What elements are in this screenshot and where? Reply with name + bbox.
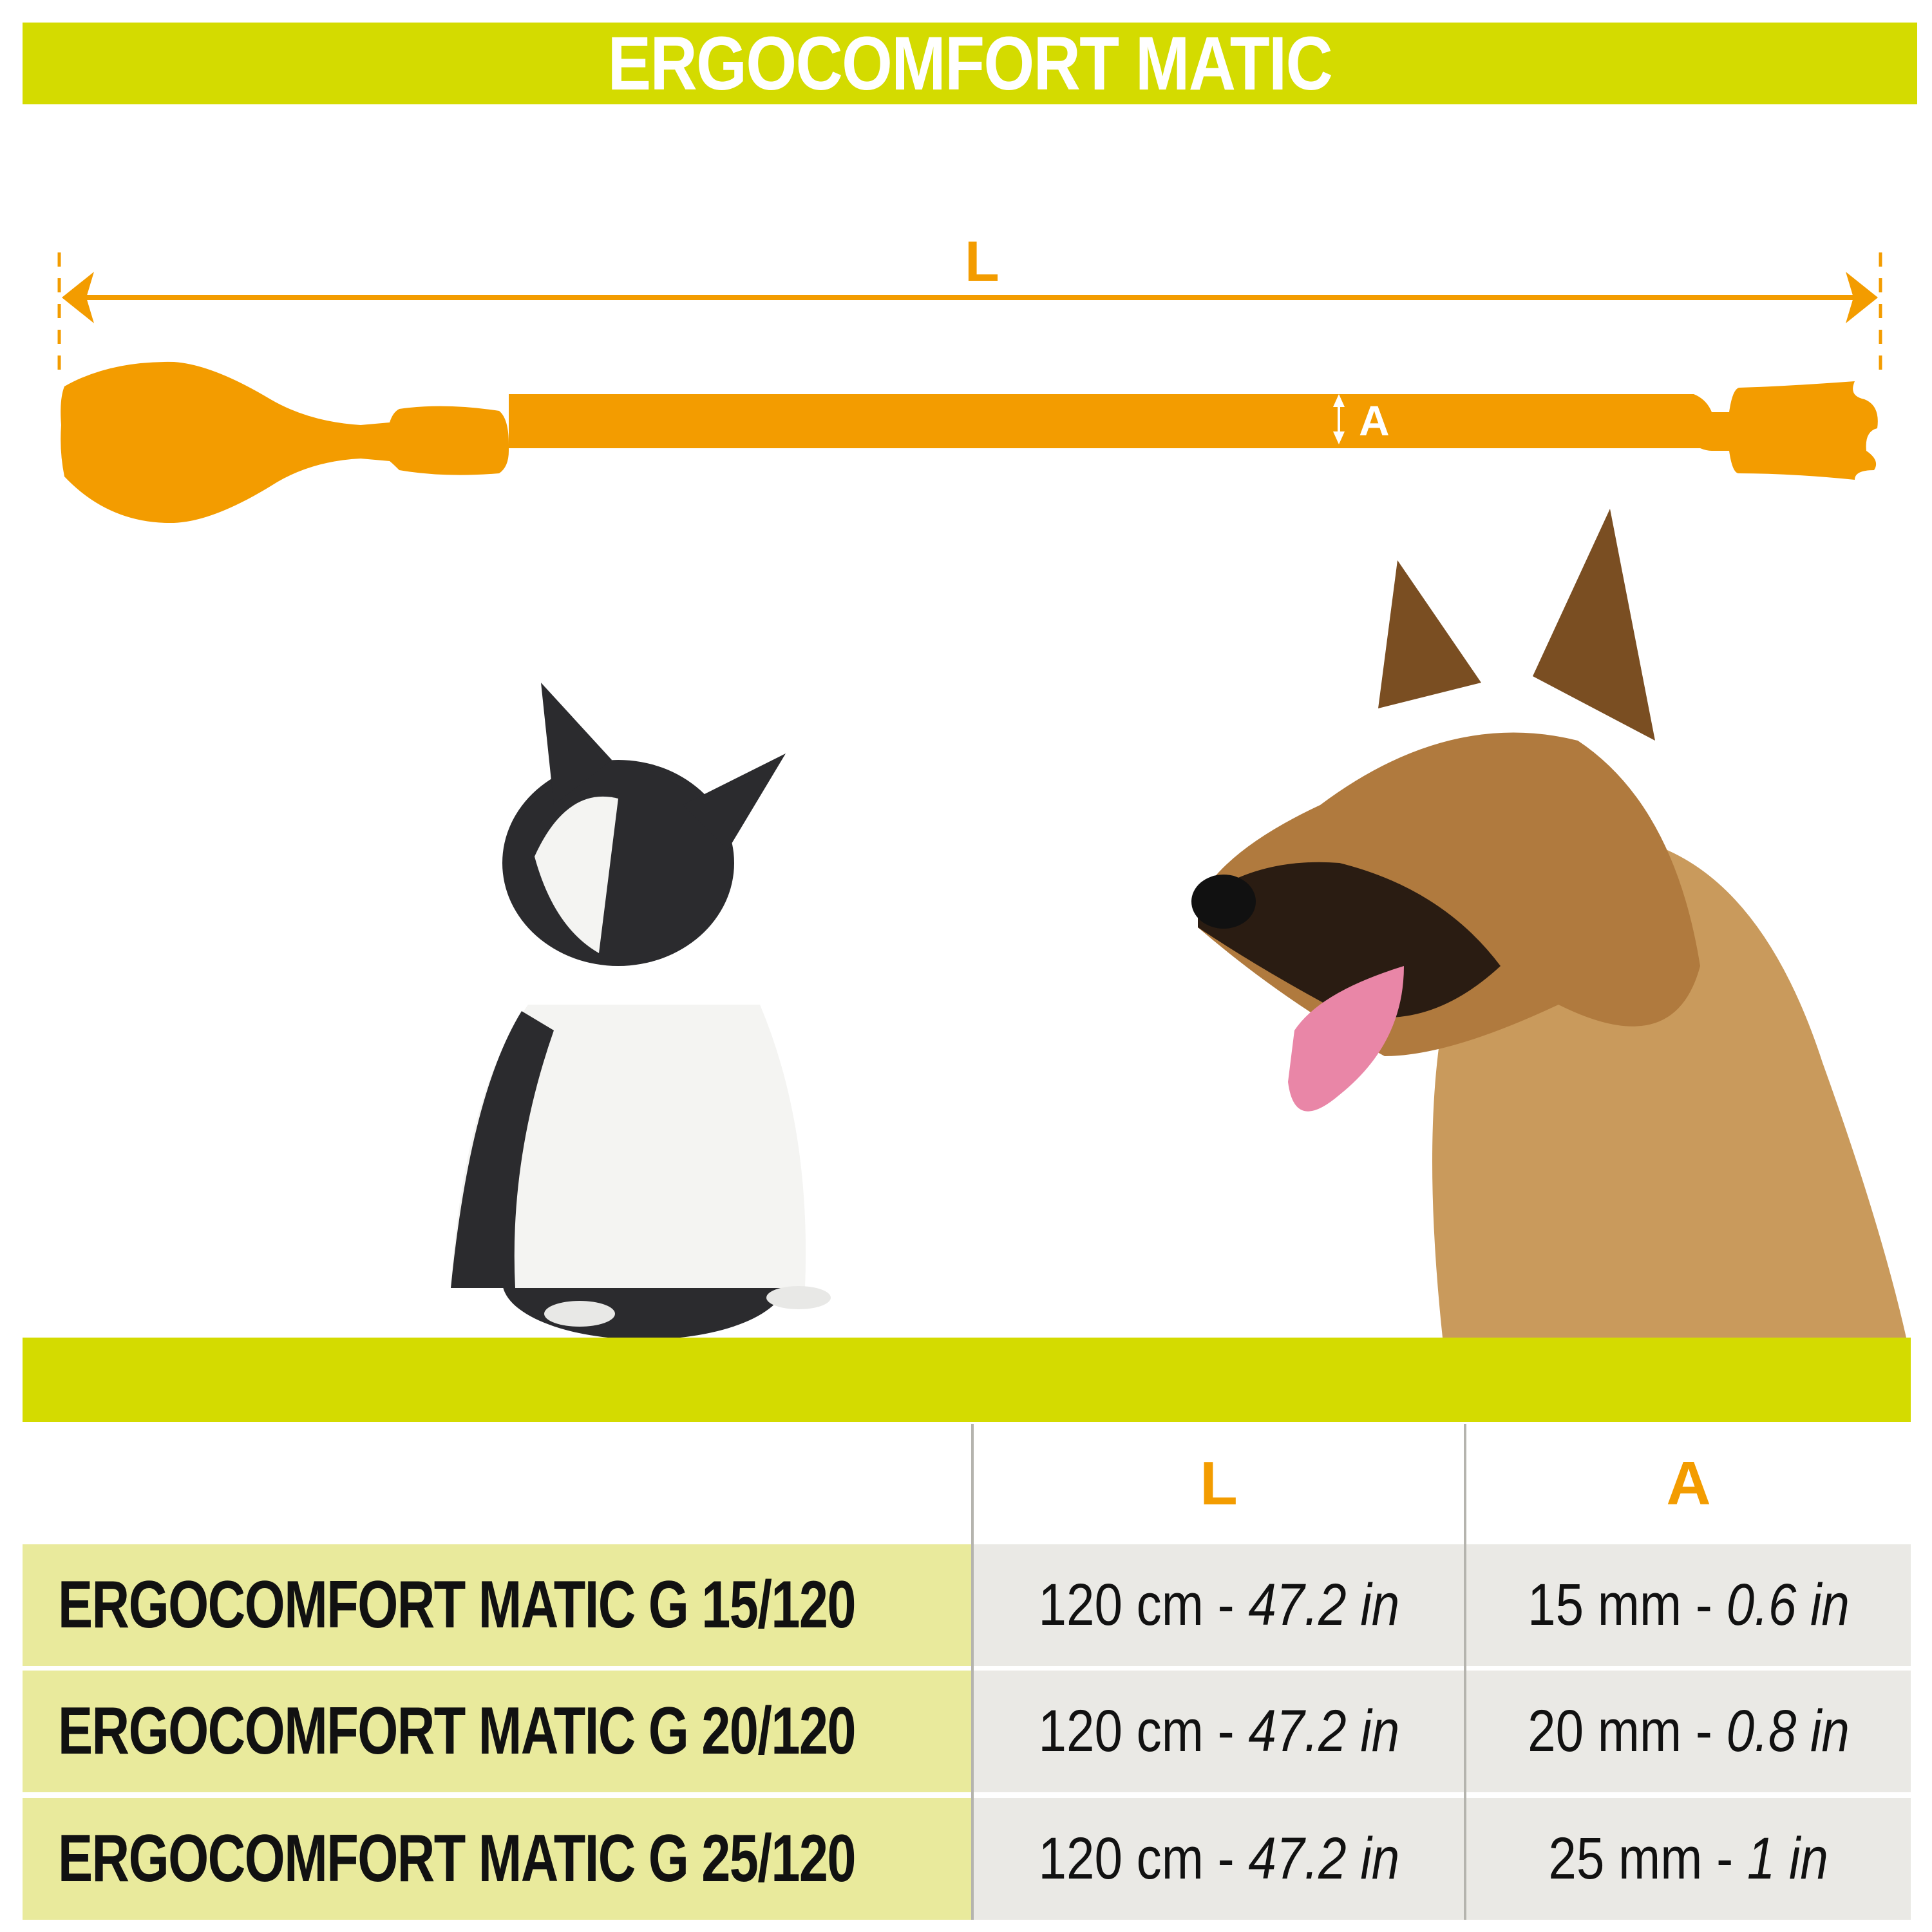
width-imperial: 1 in: [1747, 1826, 1829, 1891]
title-banner: ERGOCOMFORT MATIC: [23, 21, 1917, 106]
table-row: ERGOCOMFORT MATIC G 15/120 120 cm - 47.2…: [23, 1544, 1911, 1666]
table-banner: [23, 1338, 1911, 1422]
column-divider: [1464, 1424, 1466, 1920]
german-shepherd-photo: [1191, 509, 1906, 1338]
length-metric: 120 cm -: [1038, 1698, 1249, 1764]
width-label: A: [1359, 397, 1390, 444]
length-imperial: 47.2 in: [1248, 1826, 1399, 1891]
length-metric: 120 cm -: [1038, 1826, 1249, 1891]
french-bulldog-photo: [451, 683, 831, 1340]
width-arrow-icon: [1333, 394, 1345, 444]
length-value: 120 cm - 47.2 in: [1038, 1698, 1399, 1765]
width-imperial: 0.6 in: [1726, 1572, 1850, 1638]
width-imperial: 0.8 in: [1726, 1698, 1850, 1764]
length-value: 120 cm - 47.2 in: [1038, 1825, 1399, 1893]
header-length: L: [1200, 1448, 1238, 1518]
width-value: 20 mm - 0.8 in: [1528, 1698, 1850, 1765]
length-imperial: 47.2 in: [1248, 1572, 1399, 1638]
length-cell: 120 cm - 47.2 in: [974, 1671, 1464, 1792]
header-width: A: [1666, 1448, 1711, 1518]
model-cell: ERGOCOMFORT MATIC G 15/120: [23, 1544, 971, 1666]
width-metric: 15 mm -: [1528, 1572, 1727, 1638]
width-metric: 25 mm -: [1548, 1826, 1748, 1891]
leash-diagram: [57, 252, 1906, 1340]
model-cell: ERGOCOMFORT MATIC G 20/120: [23, 1671, 971, 1792]
width-value: 15 mm - 0.6 in: [1528, 1571, 1850, 1639]
table-row: ERGOCOMFORT MATIC G 25/120 120 cm - 47.2…: [23, 1798, 1911, 1920]
length-arrow: [62, 272, 1878, 323]
width-cell: 20 mm - 0.8 in: [1466, 1671, 1911, 1792]
length-imperial: 47.2 in: [1248, 1698, 1399, 1764]
leash-shape: [61, 361, 1878, 524]
length-cell: 120 cm - 47.2 in: [974, 1544, 1464, 1666]
width-cell: 25 mm - 1 in: [1466, 1798, 1911, 1920]
width-cell: 15 mm - 0.6 in: [1466, 1544, 1911, 1666]
width-metric: 20 mm -: [1528, 1698, 1727, 1764]
model-name: ERGOCOMFORT MATIC G 25/120: [58, 1821, 857, 1896]
model-name: ERGOCOMFORT MATIC G 20/120: [58, 1694, 857, 1768]
column-divider: [971, 1424, 974, 1920]
length-value: 120 cm - 47.2 in: [1038, 1571, 1399, 1639]
model-cell: ERGOCOMFORT MATIC G 25/120: [23, 1798, 971, 1920]
table-row: ERGOCOMFORT MATIC G 20/120 120 cm - 47.2…: [23, 1671, 1911, 1792]
length-cell: 120 cm - 47.2 in: [974, 1798, 1464, 1920]
width-value: 25 mm - 1 in: [1549, 1825, 1829, 1893]
model-name: ERGOCOMFORT MATIC G 15/120: [58, 1567, 857, 1642]
length-metric: 120 cm -: [1038, 1572, 1249, 1638]
length-label: L: [965, 229, 999, 293]
product-title: ERGOCOMFORT MATIC: [607, 21, 1333, 106]
